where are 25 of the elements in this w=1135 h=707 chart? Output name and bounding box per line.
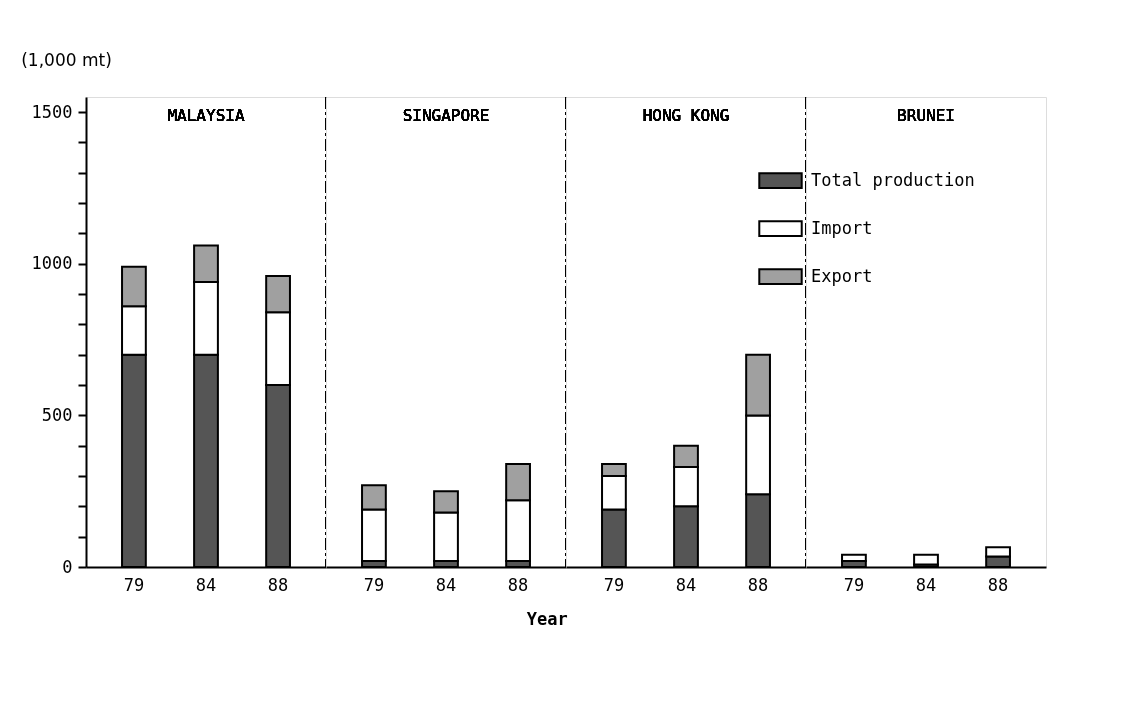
x-tick-label: 84 <box>915 574 937 595</box>
text: SINGAPORE <box>402 105 490 125</box>
x-tick-label: 84 <box>435 574 457 595</box>
x-tick-label: 88 <box>507 574 529 595</box>
legend-label: Export <box>811 265 873 286</box>
text: BRUNEI <box>897 105 955 125</box>
x-tick-label: 88 <box>987 574 1009 595</box>
y-tick-label: 1000 <box>31 253 73 274</box>
x-tick-label: 79 <box>123 574 145 595</box>
x-tick-label: 79 <box>603 574 625 595</box>
text: MALAYSIA <box>167 105 245 125</box>
y-tick-label: 1500 <box>31 101 73 122</box>
x-tick-label: 79 <box>843 574 865 595</box>
x-axis-title: Year <box>526 608 568 629</box>
legend-label: Total production <box>811 169 975 190</box>
text: HONG KONG <box>642 105 730 125</box>
legend-label: Import <box>811 217 873 238</box>
x-tick-label: 84 <box>195 574 217 595</box>
x-tick-label: 79 <box>363 574 385 595</box>
y-tick-label: 0 <box>62 556 73 577</box>
y-tick-label: 500 <box>41 404 73 425</box>
y-axis-title: (1,000 mt) <box>21 49 112 70</box>
x-tick-label: 88 <box>747 574 769 595</box>
x-tick-label: 84 <box>675 574 697 595</box>
x-tick-label: 88 <box>267 574 289 595</box>
